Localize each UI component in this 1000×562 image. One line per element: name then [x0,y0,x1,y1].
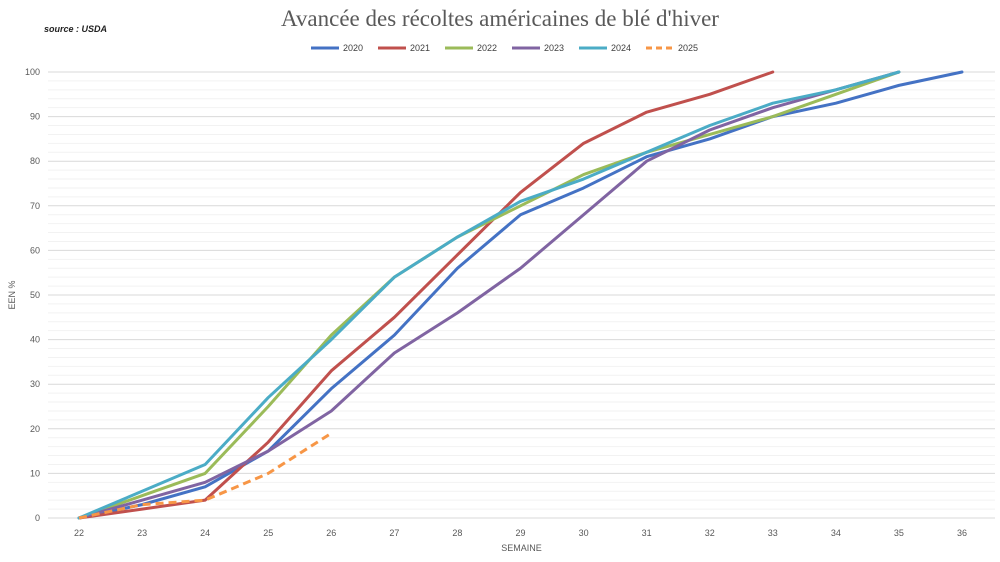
x-tick-label: 26 [326,528,336,538]
series-line-2020 [77,70,964,520]
series-line-2022 [77,70,901,520]
y-tick-label: 0 [35,513,40,523]
legend-label: 2021 [410,43,430,53]
series-line-2025 [78,431,333,520]
x-tick-label: 28 [452,528,462,538]
y-tick-label: 40 [30,335,40,345]
y-tick-label: 30 [30,379,40,389]
x-tick-label: 30 [579,528,589,538]
x-tick-label: 22 [74,528,84,538]
y-tick-label: 70 [30,201,40,211]
x-tick-label: 31 [642,528,652,538]
y-tick-label: 50 [30,290,40,300]
y-tick-label: 90 [30,112,40,122]
x-tick-label: 25 [263,528,273,538]
x-tick-label: 27 [389,528,399,538]
y-tick-label: 100 [25,67,40,77]
chart-title: Avancée des récoltes américaines de blé … [281,6,719,31]
y-axis-label: EEN % [7,280,17,309]
x-tick-label: 24 [200,528,210,538]
y-tick-label: 80 [30,156,40,166]
y-tick-label: 10 [30,468,40,478]
x-tick-label: 23 [137,528,147,538]
series-line-2023 [77,70,901,520]
series-line-2024 [77,70,901,520]
y-tick-label: 60 [30,245,40,255]
legend-label: 2024 [611,43,631,53]
x-tick-label: 34 [831,528,841,538]
y-tick-label: 20 [30,424,40,434]
x-tick-label: 36 [957,528,967,538]
x-tick-label: 35 [894,528,904,538]
legend-label: 2022 [477,43,497,53]
legend-label: 2023 [544,43,564,53]
x-axis-label: SEMAINE [501,543,542,553]
legend-label: 2025 [678,43,698,53]
source-note: source : USDA [44,24,108,34]
legend-label: 2020 [343,43,363,53]
x-tick-label: 33 [768,528,778,538]
x-tick-label: 32 [705,528,715,538]
x-tick-label: 29 [515,528,525,538]
